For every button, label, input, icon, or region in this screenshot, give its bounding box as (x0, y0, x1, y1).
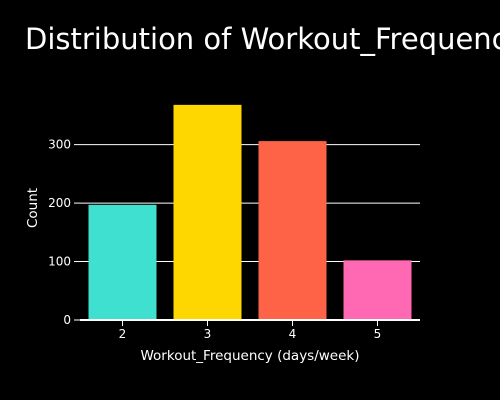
x-tick-label: 3 (204, 327, 212, 341)
bar-3 (173, 104, 242, 320)
x-tick-label: 2 (119, 327, 127, 341)
y-tick-label: 100 (48, 255, 71, 269)
y-axis-ticks: 0 100 200 300 (48, 138, 80, 327)
bar-5 (343, 260, 412, 320)
bar-4 (258, 141, 327, 320)
bars (88, 104, 412, 320)
x-axis-title: Workout_Frequency (days/week) (140, 348, 359, 364)
y-tick-label: 0 (63, 313, 71, 327)
y-tick-label: 200 (48, 196, 71, 210)
x-tick-label: 5 (374, 327, 382, 341)
bar-2 (88, 204, 157, 320)
y-axis-title: Count (25, 188, 41, 228)
x-axis-ticks: 2 3 4 5 (119, 320, 382, 341)
x-tick-label: 4 (289, 327, 297, 341)
y-tick-label: 300 (48, 138, 71, 152)
chart-title: Distribution of Workout_Frequency (days/… (25, 22, 500, 56)
